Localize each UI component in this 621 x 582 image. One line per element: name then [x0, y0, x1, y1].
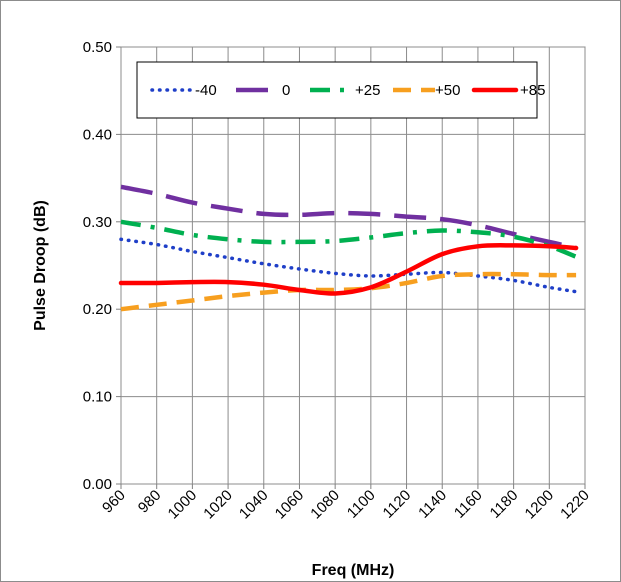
- series-line-2: [120, 219, 577, 259]
- plot-background: [120, 46, 586, 485]
- y-tick-label: 0.30: [83, 214, 112, 231]
- y-tick-label: 0.50: [83, 39, 112, 56]
- legend-label-4: +85: [520, 82, 545, 99]
- legend-label-0: -40: [195, 82, 217, 99]
- y-tick-label: 0.00: [83, 476, 112, 493]
- legend-box: [136, 61, 538, 119]
- series-line-4: [118, 243, 579, 296]
- series-line-1: [120, 184, 577, 251]
- series-layer: [118, 184, 579, 312]
- y-axis-title: Pulse Droop (dB): [32, 200, 49, 331]
- legend-label-3: +50: [435, 82, 460, 99]
- y-tick-label: 0.40: [83, 126, 112, 143]
- legend-label-2: +25: [355, 82, 380, 99]
- plot-area: [120, 46, 586, 485]
- y-tick-label: 0.10: [83, 389, 112, 406]
- x-axis-title: Freq (MHz): [312, 562, 395, 579]
- legend: -40 0 +25 +50 +85: [136, 61, 545, 119]
- legend-label-1: 0: [282, 82, 290, 99]
- series-line-0: [119, 237, 578, 294]
- y-tick-label: 0.20: [83, 301, 112, 318]
